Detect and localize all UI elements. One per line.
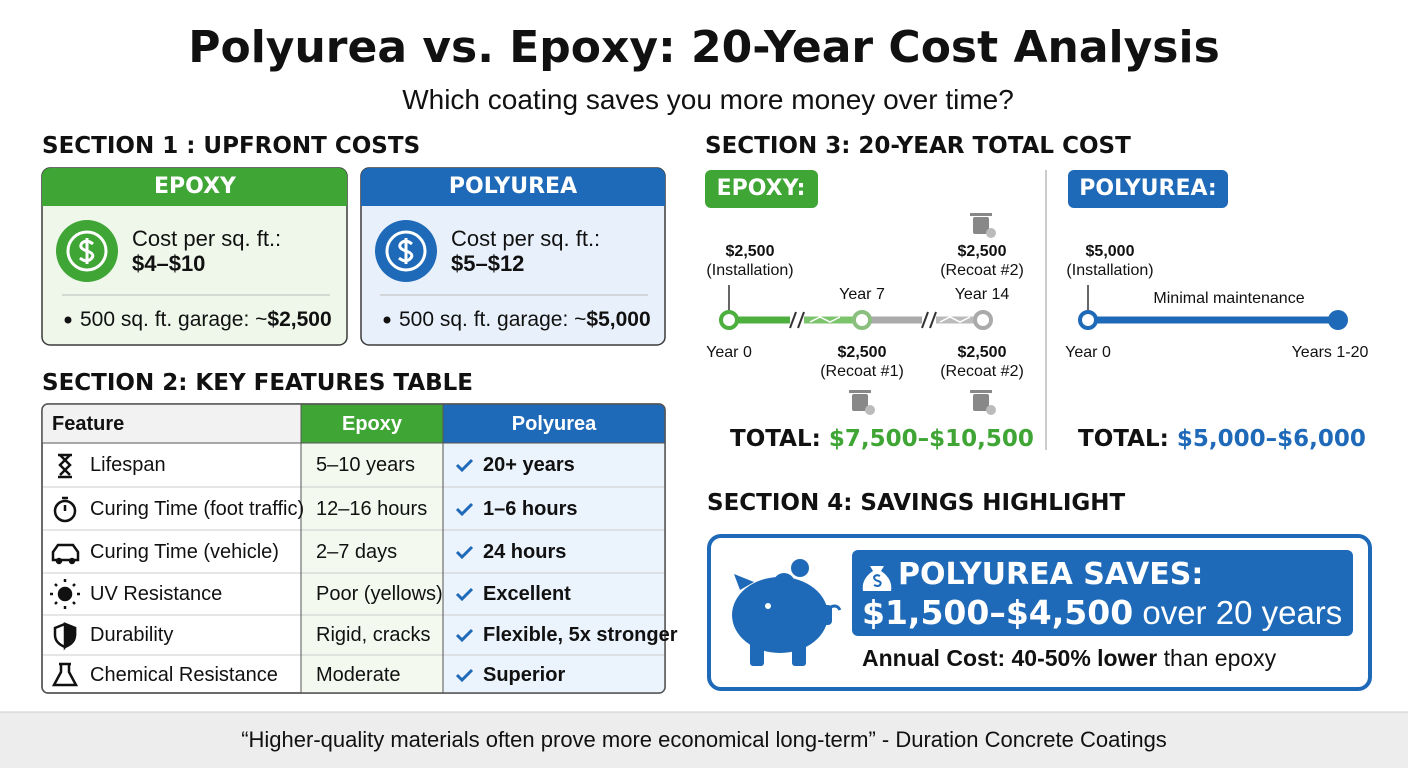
column-header: Feature [52,413,125,435]
event-note: (Recoat #2) [940,363,1024,380]
feature-name: Chemical Resistance [90,664,278,686]
bullet [383,316,391,324]
column-header: Polyurea [511,413,597,435]
feature-name: Curing Time (vehicle) [90,541,279,563]
checkmarks [455,458,474,683]
footer-band [0,712,1408,768]
cost-label: Cost per sq. ft.: [451,226,601,251]
polyurea-pill [1068,170,1228,208]
garage-value: $5,000 [586,308,651,331]
total-label: TOTAL: [730,426,821,452]
piggy-bank-icon [732,559,842,666]
card-title: EPOXY [154,174,236,199]
cost: $4–$10 [132,251,206,276]
garage-cost: 500 sq. ft. garage: ~$5,000 [399,309,651,330]
event-amount: $2,500 [837,344,887,361]
feature-name: Lifespan [90,454,166,476]
column-header: Epoxy [341,413,403,435]
polyurea-value: 1–6 hours [483,498,578,520]
epoxy-value: Poor (yellows) [316,583,443,605]
garage-label: 500 sq. ft. garage: ~ [399,308,587,331]
event-amount: $5,000 [1085,243,1135,260]
year-label: Year 0 [1065,344,1111,361]
polyurea-value: Flexible, 5x stronger [483,624,678,646]
bullet [64,316,72,324]
section-heading: SECTION 1 : UPFRONT COSTS [42,133,421,159]
year-label: Year 0 [706,344,752,361]
timeline-note: Minimal maintenance [1153,290,1305,307]
garage-value: $2,500 [267,308,332,331]
annual-label: Annual Cost: [862,645,1006,671]
savings-banner [852,550,1353,636]
event-note: (Installation) [706,262,794,279]
cost-label: Cost per sq. ft.: [132,226,282,251]
features-table [41,403,666,694]
table-icons [50,453,80,687]
savings-period: over 20 years [1133,594,1343,631]
epoxy-timeline [719,213,996,415]
total-value: $7,500–$10,500 [828,426,1034,452]
year-label: Year 7 [839,286,885,303]
polyurea-card-header [361,168,665,206]
feature-name: Durability [90,624,174,646]
event-amount: $2,500 [957,243,1007,260]
event-note: (Recoat #2) [940,262,1024,279]
section-heading: SECTION 3: 20-YEAR TOTAL COST [705,133,1131,159]
savings-banner-title: POLYUREA SAVES: [898,557,1204,592]
epoxy-pill [705,170,818,208]
polyurea-label: POLYUREA: [1079,176,1217,201]
savings-amount: $1,500–$4,500 [862,593,1134,632]
polyurea-total: TOTAL: $5,000–$6,000 [1078,428,1366,451]
epoxy-value: Moderate [316,664,401,686]
year-label: Year 14 [954,286,1010,303]
annual-tail: than epoxy [1157,645,1277,671]
section-heading: SECTION 2: KEY FEATURES TABLE [42,370,474,396]
polyurea-value: 20+ years [483,454,575,476]
section-heading: SECTION 4: SAVINGS HIGHLIGHT [707,490,1126,516]
total-label: TOTAL: [1078,426,1169,452]
feature-name: Curing Time (foot traffic) [90,498,305,520]
footer-quote: “Higher-quality materials often prove mo… [241,727,1167,752]
card-title: POLYUREA [448,174,578,199]
epoxy-value: 12–16 hours [316,498,428,520]
feature-name: UV Resistance [90,583,223,605]
annual-value: 40-50% lower [1005,645,1158,671]
annual-line: Annual Cost: 40-50% lower than epoxy [862,647,1276,670]
cost: $5–$12 [451,251,525,276]
garage-cost: 500 sq. ft. garage: ~$2,500 [80,309,332,330]
polyurea-value: 24 hours [483,541,567,563]
epoxy-label: EPOXY: [716,176,806,201]
polyurea-timeline [1078,285,1348,330]
dollar-icon [375,220,437,282]
event-note: (Installation) [1066,262,1154,279]
garage-label: 500 sq. ft. garage: ~ [80,308,268,331]
polyurea-value: Excellent [483,583,571,605]
epoxy-value: 5–10 years [316,454,415,476]
event-amount: $2,500 [957,344,1007,361]
total-value: $5,000–$6,000 [1176,426,1366,452]
money-bag-icon [862,566,892,591]
polyurea-value: Superior [483,664,566,686]
epoxy-card-header [42,168,347,206]
epoxy-value: Rigid, cracks [316,624,431,646]
title: Polyurea vs. Epoxy: 20-Year Cost Analysi… [188,22,1220,73]
savings-amount-line: $1,500–$4,500 over 20 years [862,596,1342,629]
subtitle: Which coating saves you more money over … [402,84,1014,115]
event-note: (Recoat #1) [820,363,904,380]
dollar-icon [56,220,118,282]
event-amount: $2,500 [725,243,775,260]
year-label: Years 1-20 [1291,344,1369,361]
epoxy-value: 2–7 days [316,541,398,563]
epoxy-total: TOTAL: $7,500–$10,500 [730,428,1034,451]
